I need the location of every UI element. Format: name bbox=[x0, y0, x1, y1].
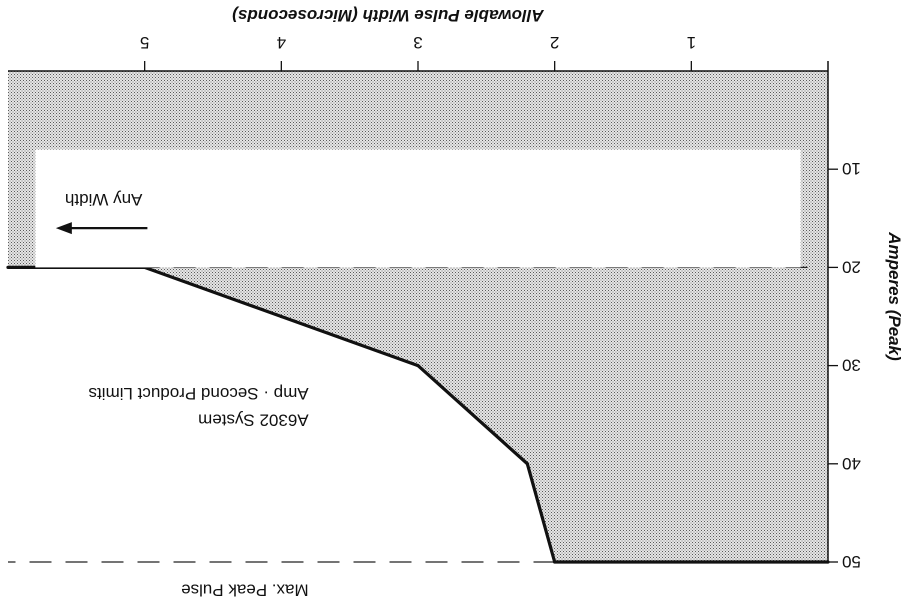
annotations: Any Width A6302 System Amp · Second Prod… bbox=[35, 149, 801, 600]
any-width-label: Any Width bbox=[65, 190, 142, 209]
y-tick-label-50: 50 bbox=[842, 552, 861, 571]
max-peak-pulse-label: Max. Peak Pulse bbox=[181, 581, 309, 600]
x-tick-label-5: 5 bbox=[140, 33, 149, 52]
curve-point bbox=[279, 314, 283, 319]
curve-point bbox=[525, 462, 529, 466]
amp-second-limits-label: Amp · Second Product Limits bbox=[89, 384, 309, 403]
curve-point bbox=[826, 560, 830, 564]
shaded-area bbox=[8, 71, 828, 562]
x-tick-label-4: 4 bbox=[277, 33, 286, 52]
curve-point bbox=[416, 364, 420, 368]
y-tick-label-30: 30 bbox=[842, 356, 861, 375]
any-width-label-box bbox=[35, 149, 801, 268]
system-name-label: A6302 System bbox=[198, 411, 309, 430]
x-tick-label-1: 1 bbox=[687, 33, 696, 52]
arrow-head-icon bbox=[55, 222, 72, 235]
y-tick-label-10: 10 bbox=[842, 159, 861, 178]
curve-point bbox=[553, 560, 557, 564]
y-axis-title: Amperes (Peak) bbox=[885, 231, 904, 361]
curve-point bbox=[6, 265, 10, 269]
y-tick-label-20: 20 bbox=[842, 257, 861, 276]
y-tick-label-40: 40 bbox=[842, 454, 861, 473]
x-tick-label-3: 3 bbox=[413, 33, 422, 52]
x-axis-title: Allowable Pulse Width (Microseconds) bbox=[232, 6, 545, 25]
axes: 1 2 3 4 5 10 20 30 40 50 bbox=[8, 33, 861, 571]
x-tick-label-2: 2 bbox=[550, 33, 559, 52]
allowable-region bbox=[8, 71, 828, 562]
